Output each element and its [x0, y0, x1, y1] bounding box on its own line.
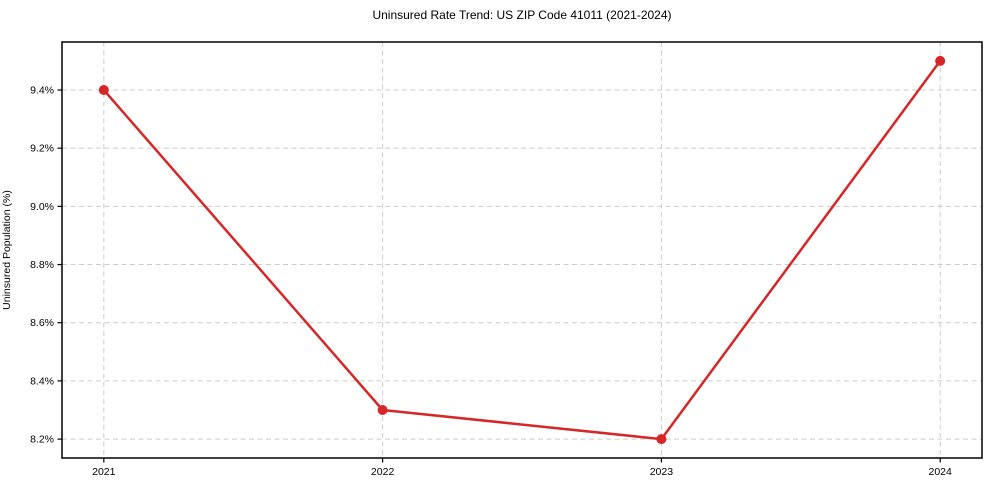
x-tick-label: 2024 [929, 466, 953, 478]
plot-frame [61, 41, 983, 459]
y-tick-label: 9.2% [30, 143, 54, 155]
x-tick-label: 2021 [92, 466, 116, 478]
y-tick-label: 8.6% [30, 317, 54, 329]
x-tick-label: 2023 [650, 466, 674, 478]
chart-title: Uninsured Rate Trend: US ZIP Code 41011 … [372, 8, 672, 22]
y-tick-label: 9.0% [30, 201, 54, 213]
data-point [98, 85, 109, 95]
y-tick-label: 9.4% [30, 85, 54, 97]
y-tick-label: 8.4% [30, 375, 54, 387]
data-point [377, 405, 388, 415]
y-axis-label: Uninsured Population (%) [1, 190, 13, 310]
data-point [656, 434, 667, 445]
y-tick-label: 8.2% [30, 434, 54, 446]
trend-line [102, 59, 942, 441]
y-tick-label: 8.8% [30, 259, 54, 271]
data-point [935, 55, 946, 66]
x-tick-label: 2022 [371, 466, 395, 478]
